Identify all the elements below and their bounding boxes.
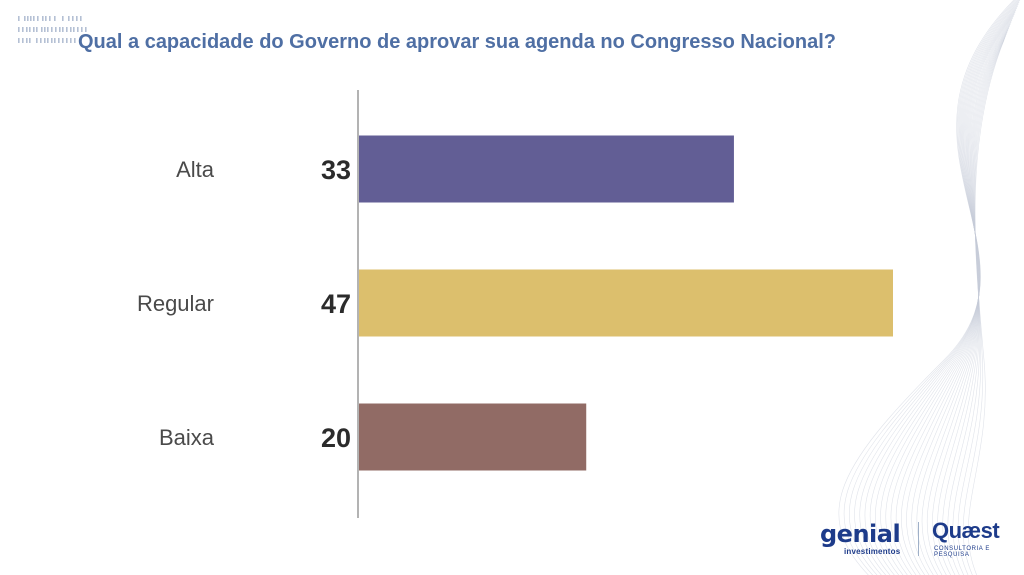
quaest-logo-subtitle: CONSULTORIA E PESQUISA	[934, 546, 990, 558]
genial-logo-subtitle: investimentos	[844, 547, 901, 556]
quaest-logo: Quæst	[932, 518, 1000, 543]
bar-baixa	[359, 403, 587, 471]
data-label: 20	[321, 423, 351, 453]
genial-logo: genial	[820, 520, 901, 548]
logos: genial investimentos Quæst CONSULTORIA E…	[818, 516, 1018, 564]
bar-alta	[359, 135, 734, 203]
category-label: Regular	[137, 291, 214, 316]
category-label: Alta	[176, 157, 215, 182]
dotted-pattern-decoration	[18, 16, 87, 43]
data-label: 33	[321, 155, 351, 185]
chart-title: Qual a capacidade do Governo de aprovar …	[78, 31, 836, 53]
logo-divider	[918, 522, 919, 556]
data-label: 47	[321, 289, 351, 319]
wave-lines-decoration	[838, 0, 1021, 575]
category-label: Baixa	[159, 425, 215, 450]
bar-regular	[359, 269, 893, 337]
